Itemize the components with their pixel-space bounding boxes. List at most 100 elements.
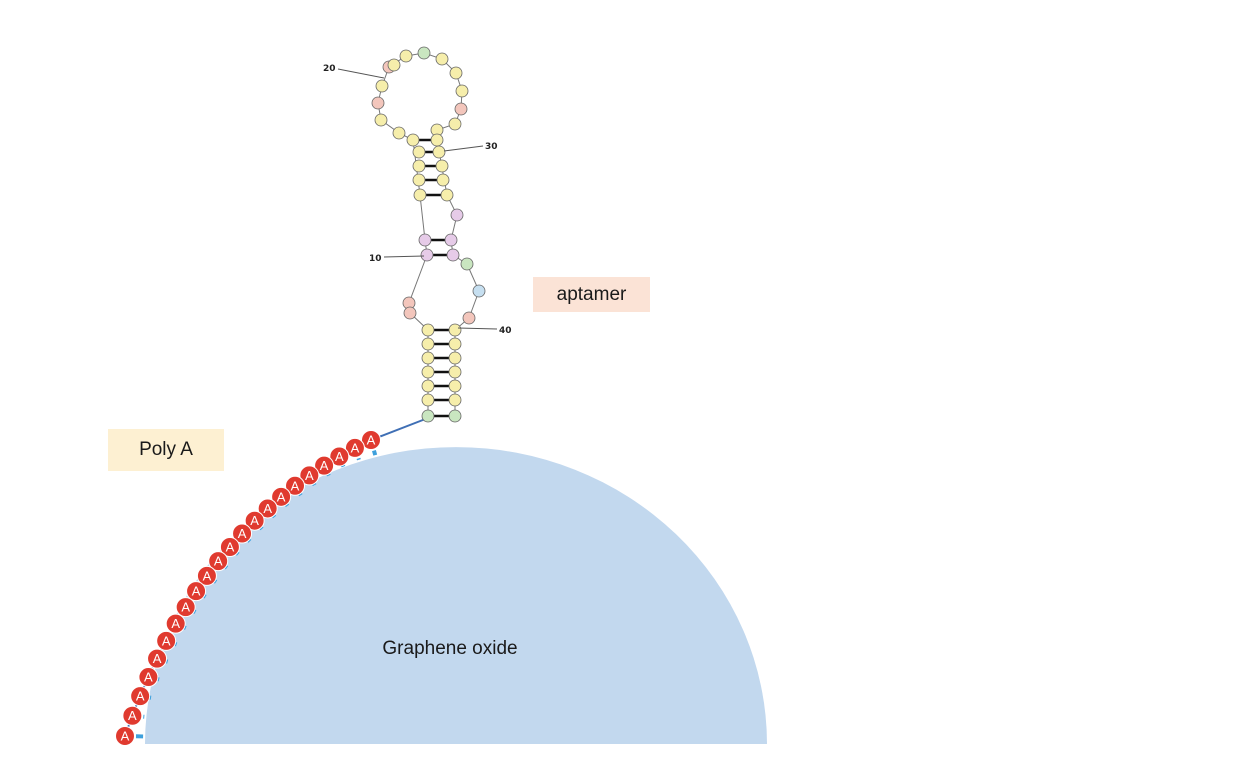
poly-a-nucleotide: [314, 455, 335, 476]
aptamer-nucleotide: [448, 117, 462, 131]
graphene-oxide-label: Graphene oxide: [382, 638, 518, 659]
poly-a-nucleotide: [156, 630, 177, 651]
index-label-40: 40: [499, 326, 512, 336]
poly-a-letter: A: [226, 540, 235, 555]
aptamer-nucleotide: [430, 133, 444, 147]
aptamer-nucleotide: [448, 337, 462, 351]
aptamer-nucleotide: [440, 188, 454, 202]
aptamer-nucleotide: [444, 233, 458, 247]
aptamer-nucleotide: [371, 96, 385, 110]
poly-a-letter: A: [128, 708, 137, 723]
poly-a-letter: A: [320, 458, 329, 473]
aptamer-nucleotide: [421, 337, 435, 351]
poly-a-nucleotide: [165, 613, 186, 634]
aptamer-nucleotide: [387, 58, 401, 72]
poly-a-nucleotide: [299, 465, 320, 486]
poly-a-nucleotide: [344, 437, 365, 458]
aptamer-nucleotide: [406, 133, 420, 147]
poly-a-letter: A: [291, 478, 300, 493]
poly-a-nucleotide: [329, 446, 350, 467]
poly-a-letter: A: [136, 689, 145, 704]
poly-a-nucleotide: [244, 510, 265, 531]
poly-a-nucleotide: [138, 667, 159, 688]
aptamer-nucleotide: [375, 79, 389, 93]
aptamer-nucleotide: [418, 233, 432, 247]
aptamer-nucleotide: [421, 323, 435, 337]
poly-a-letter: A: [305, 468, 314, 483]
poly-a-nucleotide: [130, 686, 151, 707]
poly-a-nucleotide: [271, 486, 292, 507]
poly-a-letter: A: [351, 440, 360, 455]
index-label-20: 20: [323, 64, 336, 74]
aptamer-nucleotide: [421, 365, 435, 379]
poly-a-nucleotide: [147, 648, 168, 669]
aptamer-nucleotide: [435, 159, 449, 173]
poly-a-letter: A: [214, 554, 223, 569]
aptamer-nucleotide: [460, 257, 474, 271]
poly-a-linkage: [372, 450, 378, 456]
aptamer-nucleotide: [454, 102, 468, 116]
index-30-leader: [443, 145, 484, 152]
poly-a-letter: A: [367, 433, 376, 448]
aptamer-nucleotide: [448, 379, 462, 393]
aptamer-nucleotide: [417, 46, 431, 60]
aptamer-nucleotide: [446, 248, 460, 262]
index-40-leader: [457, 327, 498, 330]
poly-a-nucleotide: [219, 537, 240, 558]
poly-a-nucleotide: [175, 597, 196, 618]
index-label-10: 10: [369, 254, 382, 264]
index-label-30: 30: [485, 142, 498, 152]
poly-a-letter: A: [263, 501, 272, 516]
aptamer-nucleotide: [421, 409, 435, 423]
poly-a-nucleotide: [186, 581, 207, 602]
aptamer-nucleotide: [403, 306, 417, 320]
aptamer-nucleotide: [450, 208, 464, 222]
poly-a-nucleotide: [115, 726, 135, 746]
aptamer-nucleotide: [412, 159, 426, 173]
poly-a-letter: A: [144, 670, 153, 685]
poly-a-nucleotide: [361, 430, 381, 450]
poly-a-nucleotide: [196, 565, 217, 586]
aptamer-label: aptamer: [533, 277, 650, 312]
poly-a-letter: A: [171, 616, 180, 631]
poly-a-letter: A: [153, 651, 162, 666]
poly-a-letter: A: [162, 633, 171, 648]
poly-a-label: Poly A: [108, 429, 224, 471]
poly-a-nucleotide: [257, 498, 278, 519]
aptamer-nucleotide: [472, 284, 486, 298]
aptamer-nucleotide: [448, 365, 462, 379]
index-20-leader: [337, 68, 385, 79]
poly-a-nucleotide: [232, 523, 253, 544]
aptamer-nucleotide: [455, 84, 469, 98]
index-10-leader: [383, 255, 425, 258]
poly-a-letter: A: [250, 513, 259, 528]
aptamer-structure: [371, 46, 486, 423]
poly-a-letter: A: [277, 489, 286, 504]
poly-a-nucleotide: [122, 705, 143, 726]
aptamer-nucleotide: [448, 323, 462, 337]
graphene-oxide-sheet: [145, 447, 767, 744]
aptamer-nucleotide: [392, 126, 406, 140]
aptamer-nucleotide: [421, 379, 435, 393]
aptamer-nucleotide: [448, 393, 462, 407]
poly-a-letter: A: [203, 568, 212, 583]
aptamer-nucleotide: [421, 393, 435, 407]
aptamer-nucleotide: [432, 145, 446, 159]
poly-a-nucleotide: [208, 551, 229, 572]
aptamer-nucleotide: [412, 173, 426, 187]
aptamer-nucleotide: [448, 409, 462, 423]
poly-a-letter: A: [121, 729, 130, 744]
poly-a-letter: A: [192, 584, 201, 599]
aptamer-nucleotide: [420, 248, 434, 262]
aptamer-nucleotide: [412, 145, 426, 159]
aptamer-nucleotide: [436, 173, 450, 187]
aptamer-nucleotide: [448, 351, 462, 365]
poly-a-letter: A: [335, 449, 344, 464]
linker-backbone: [370, 417, 429, 441]
aptamer-nucleotide: [449, 66, 463, 80]
aptamer-nucleotide: [374, 113, 388, 127]
aptamer-nucleotide: [462, 311, 476, 325]
aptamer-nucleotide: [435, 52, 449, 66]
